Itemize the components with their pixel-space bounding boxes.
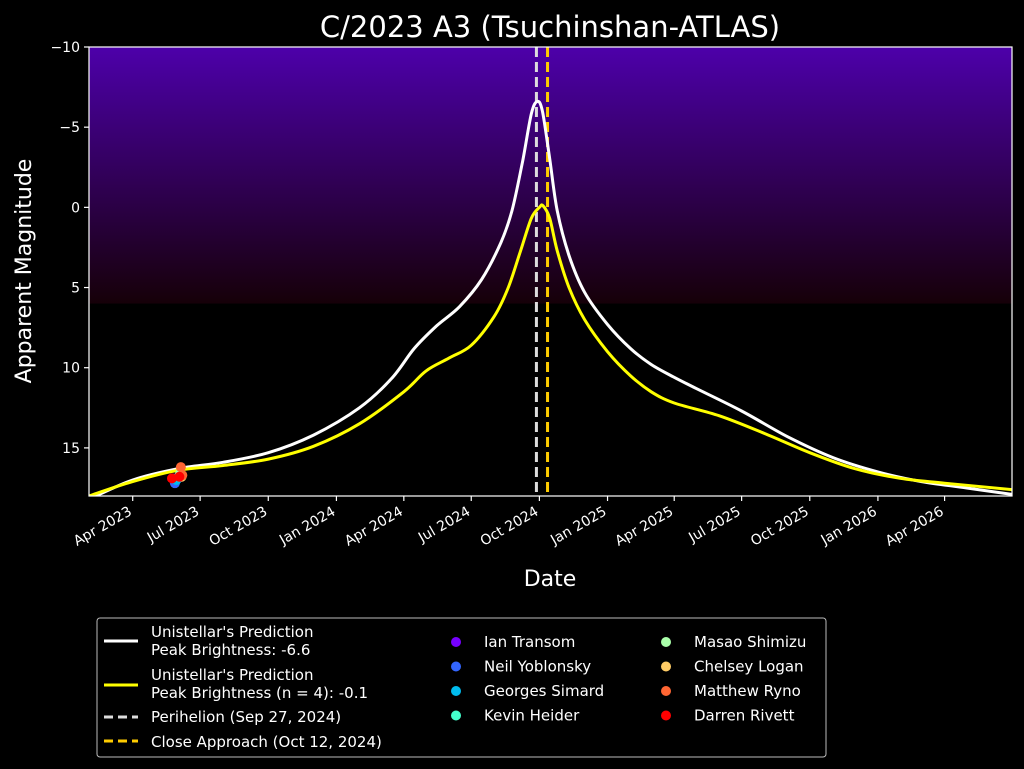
y-axis-label: Apparent Magnitude [12,159,37,384]
legend-observer-label: Ian Transom [484,633,575,651]
legend-observer-label: Masao Shimizu [694,633,806,651]
x-tick-label: Jul 2023 [144,504,202,547]
y-tick-label: 5 [71,281,80,297]
x-tick-label: Apr 2025 [613,504,677,550]
x-axis: Apr 2023 Jul 2023 Oct 2023 Jan 2024 Apr 2024… [71,496,947,550]
legend-observer-label: Neil Yoblonsky [484,658,591,676]
series-line-yellow-prediction [89,203,1012,496]
y-tick-label: −5 [59,120,80,136]
legend-observer-marker [661,710,671,721]
legend-observer-marker [661,661,671,672]
legend-observer-label: Matthew Ryno [694,682,801,700]
legend-observer-marker [661,686,671,696]
legend-observer-label: Kevin Heider [484,707,580,725]
y-axis: −10 −5 0 5 10 15 [50,40,89,457]
legend-label-yellow-prediction: Unistellar's Prediction [151,666,314,684]
x-tick-label: Apr 2024 [342,504,406,550]
legend-observer-marker [451,710,461,721]
legend-observer-marker [451,637,461,647]
legend-observer-marker [451,686,461,696]
legend-observer-label: Darren Rivett [694,707,795,725]
series-line-white-prediction [92,99,1012,496]
observation-point [175,462,186,473]
legend-detail-yellow-prediction: Peak Brightness (n = 4): -0.1 [151,684,368,702]
x-tick-label: Jul 2024 [415,504,473,547]
plot-frame [88,46,1013,497]
x-tick-label: Jan 2026 [818,504,880,549]
legend-observer-marker [451,661,461,672]
chart-title: C/2023 A3 (Tsuchinshan-ATLAS) [320,10,780,44]
legend-frame [96,617,827,758]
x-axis-label: Date [524,567,577,592]
legend-label-perihelion: Perihelion (Sep 27, 2024) [151,708,341,726]
x-tick-label: Jan 2025 [547,504,609,549]
legend: Unistellar's Prediction Peak Brightness:… [96,617,827,758]
y-tick-label: 10 [62,361,80,377]
prediction-curves [89,99,1012,496]
x-tick-label: Oct 2024 [478,504,542,550]
legend-observer-label: Chelsey Logan [694,658,804,676]
x-tick-label: Jan 2024 [276,504,338,549]
legend-detail-white-prediction: Peak Brightness: -6.6 [151,641,310,659]
x-tick-label: Oct 2023 [207,504,271,550]
x-tick-label: Oct 2025 [748,504,812,550]
y-tick-label: 15 [62,441,80,457]
legend-observer-label: Georges Simard [484,682,604,700]
y-tick-label: 0 [71,200,80,216]
legend-observers: Ian Transom Neil Yoblonsky Georges Simard K… [451,633,806,725]
legend-observer-marker [661,637,671,647]
x-tick-label: Apr 2023 [71,504,135,550]
observation-point [174,471,185,482]
observations [166,462,188,489]
legend-label-white-prediction: Unistellar's Prediction [151,623,314,641]
legend-label-close-approach: Close Approach (Oct 12, 2024) [151,733,382,751]
y-tick-label: −10 [50,40,80,56]
x-tick-label: Jul 2025 [685,504,743,547]
x-tick-label: Apr 2026 [883,504,947,550]
